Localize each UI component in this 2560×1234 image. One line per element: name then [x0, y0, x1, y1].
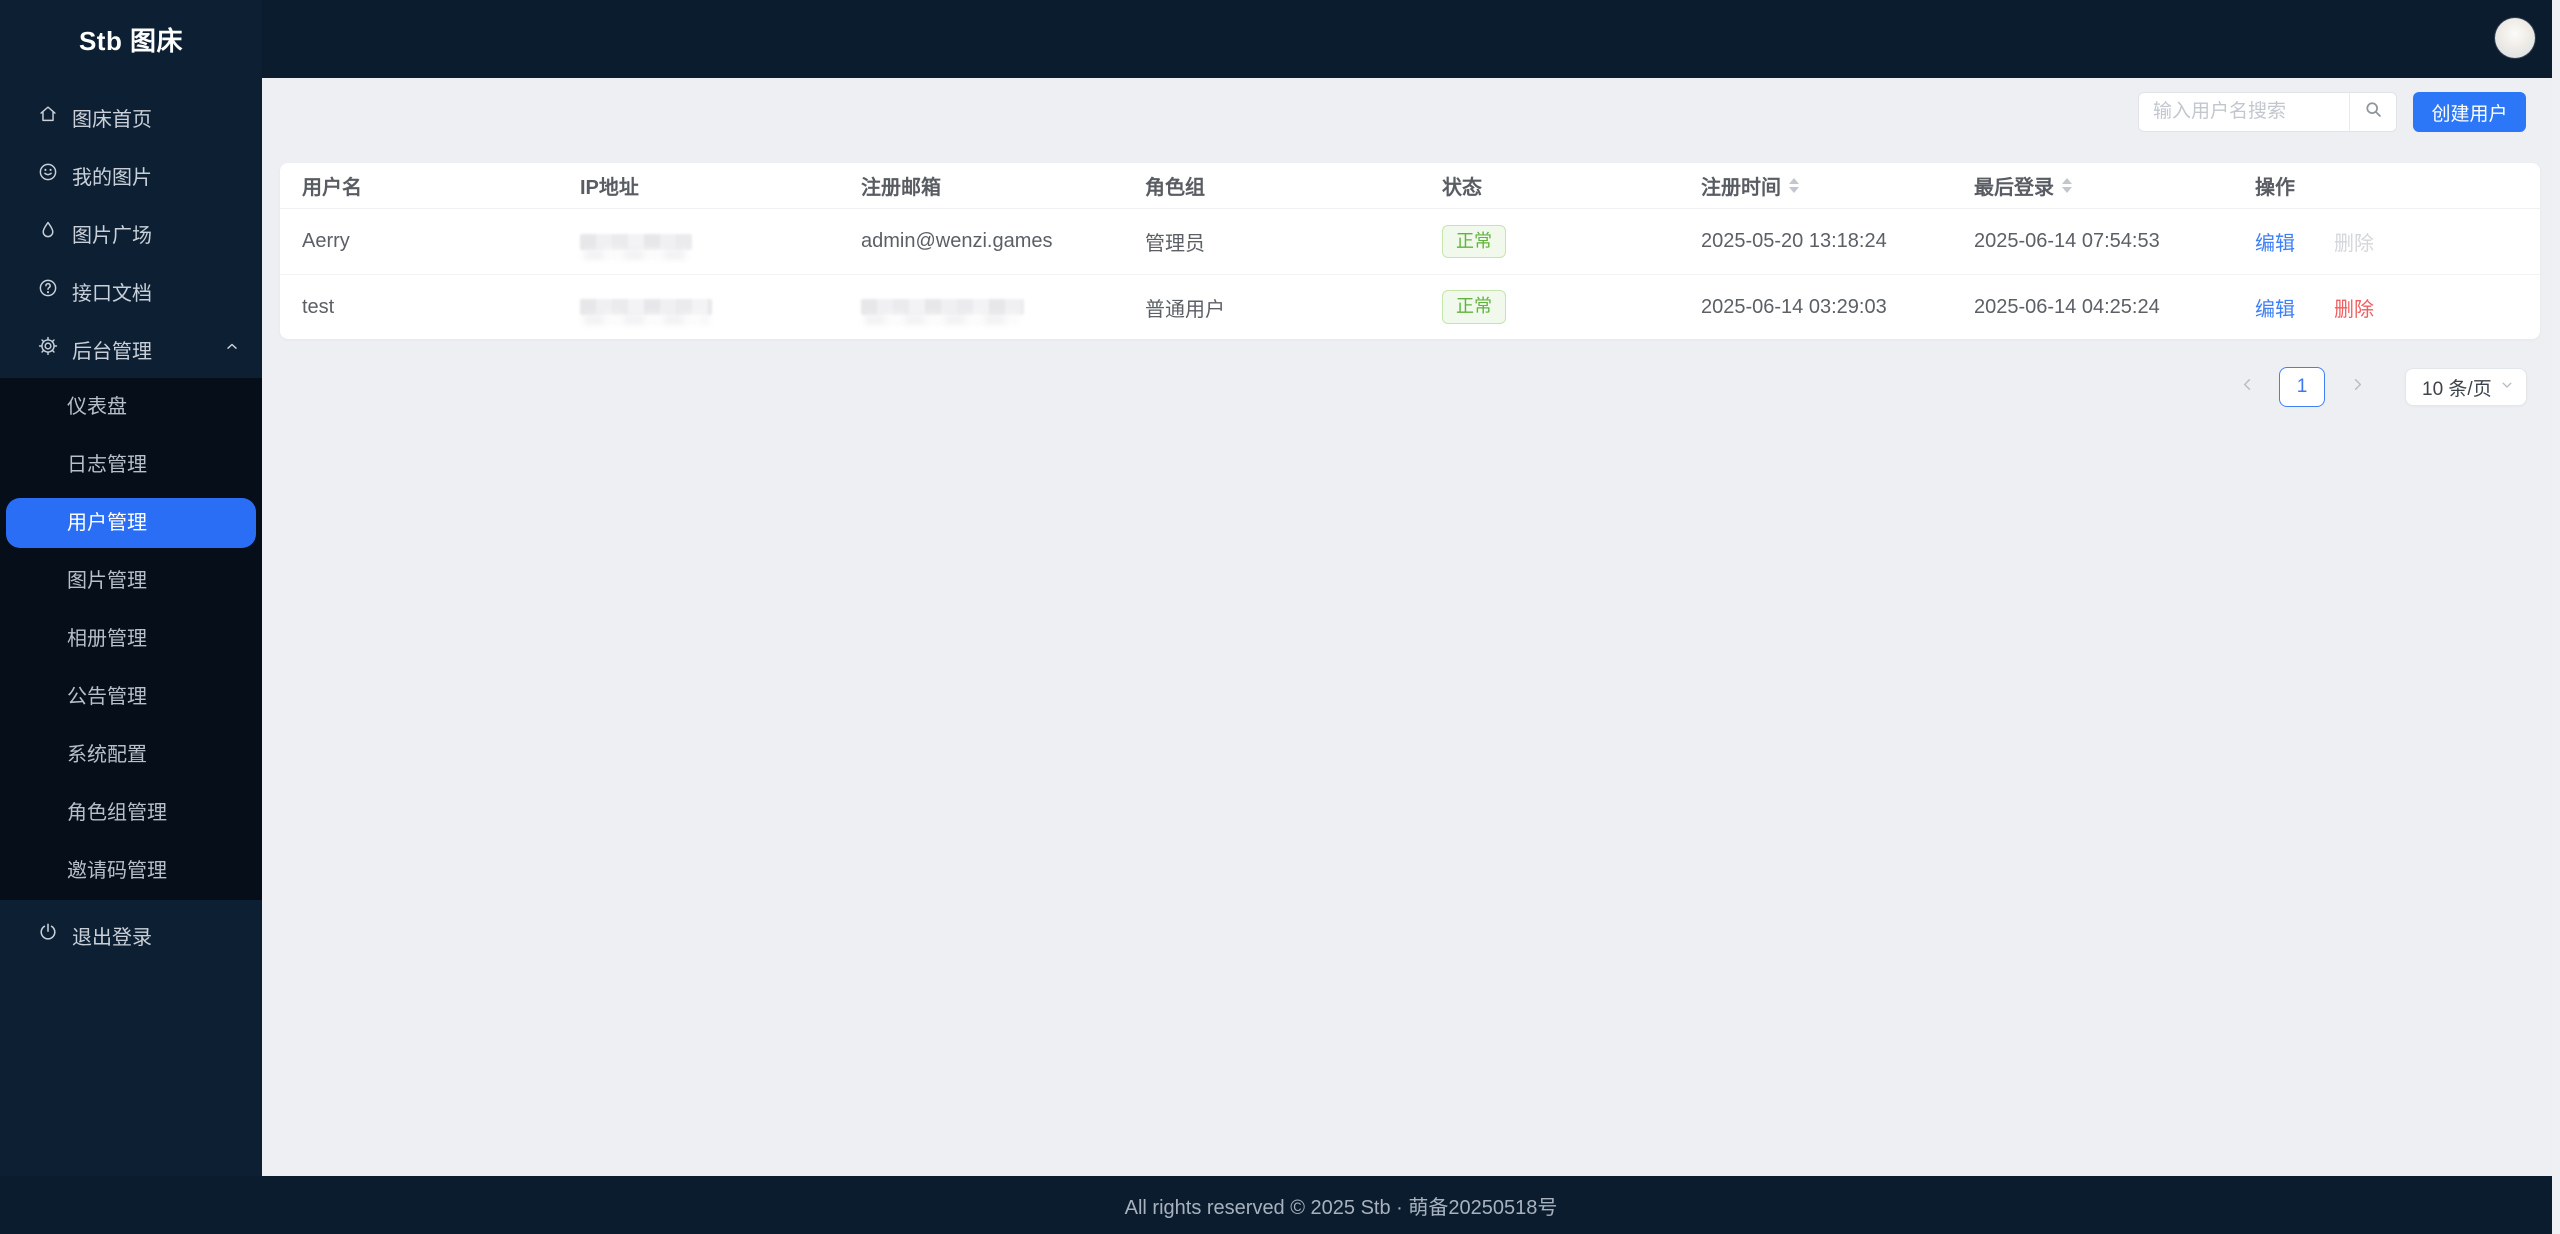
cell-registered: 2025-06-14 03:29:03	[1701, 295, 1887, 318]
delete-link[interactable]: 删除	[2334, 298, 2374, 321]
cell-email	[839, 299, 1123, 315]
submenu-item-logs[interactable]: 日志管理	[67, 454, 147, 476]
col-header-actions: 操作	[2255, 177, 2295, 199]
edit-link[interactable]: 编辑	[2255, 298, 2295, 321]
redacted-email-block	[861, 299, 1024, 315]
redacted-ip-block	[580, 299, 712, 315]
chevron-right-icon	[2350, 377, 2365, 397]
page-size-select[interactable]: 10 条/页	[2405, 368, 2527, 406]
sidebar-menu: 图床首页 我的图片 图片广场 接口文档	[0, 88, 262, 378]
pagination: 1 10 条/页	[2233, 367, 2527, 407]
question-icon	[37, 277, 59, 305]
sidebar-item-label: 图片广场	[72, 224, 152, 247]
sidebar-item-api-docs[interactable]: 接口文档	[0, 262, 262, 320]
sidebar-item-gallery[interactable]: 图片广场	[0, 204, 262, 262]
submenu-item-announcements[interactable]: 公告管理	[67, 686, 147, 708]
submenu-item-dashboard[interactable]: 仪表盘	[67, 396, 127, 418]
submenu-item-invite-codes[interactable]: 邀请码管理	[67, 860, 167, 882]
search-icon	[2363, 99, 2384, 125]
submenu-item-images[interactable]: 图片管理	[67, 570, 147, 592]
table-header-row: 用户名 IP地址 注册邮箱 角色组 状态 注册时间 最后登录 操作	[280, 163, 2540, 209]
prev-page-button[interactable]	[2233, 367, 2261, 407]
status-badge: 正常	[1442, 224, 1506, 259]
sort-icon[interactable]	[2062, 178, 2072, 193]
sort-icon[interactable]	[1789, 178, 1799, 193]
cell-username: test	[302, 295, 335, 318]
table-row: test 普通用户 正常 2025-06-14 03:29:03 2025-06…	[280, 274, 2540, 339]
admin-submenu: 仪表盘 日志管理 用户管理 图片管理 相册管理 公告管理 系统配置 角色组管理 …	[0, 378, 262, 900]
footer: All rights reserved © 2025 Stb · 萌备20250…	[0, 1176, 2552, 1234]
cell-actions: 编辑 删除	[2233, 227, 2540, 256]
sidebar-item-admin[interactable]: 后台管理	[0, 320, 262, 378]
page-number-button[interactable]: 1	[2279, 367, 2325, 407]
power-icon	[37, 921, 59, 949]
cell-registered: 2025-05-20 13:18:24	[1701, 230, 1887, 252]
user-search-group	[2138, 92, 2397, 132]
sidebar-item-label: 退出登录	[72, 926, 152, 949]
cell-ip	[558, 299, 839, 315]
droplet-icon	[37, 219, 59, 247]
gear-icon	[37, 335, 59, 363]
home-icon	[37, 103, 59, 131]
col-header-registered: 注册时间	[1679, 171, 1952, 200]
col-header-status: 状态	[1442, 177, 1482, 199]
chevron-left-icon	[2240, 377, 2255, 397]
cell-username: Aerry	[302, 230, 350, 252]
edit-link[interactable]: 编辑	[2255, 233, 2295, 255]
submenu-item-users[interactable]: 用户管理	[6, 498, 256, 548]
cell-email: admin@wenzi.games	[861, 230, 1053, 252]
cell-last-login: 2025-06-14 04:25:24	[1974, 295, 2160, 318]
col-header-label: 最后登录	[1974, 177, 2054, 199]
create-user-button[interactable]: 创建用户	[2413, 92, 2526, 132]
col-header-username: 用户名	[302, 177, 362, 199]
sidebar-item-label: 接口文档	[72, 282, 152, 305]
app-logo: Stb 图床	[78, 25, 184, 56]
sidebar-item-label: 图床首页	[72, 108, 152, 131]
table-row: Aerry admin@wenzi.games 管理员 正常 2025-05-2…	[280, 209, 2540, 274]
chevron-up-icon	[224, 338, 240, 361]
search-input[interactable]	[2139, 93, 2349, 131]
col-header-email: 注册邮箱	[861, 177, 941, 199]
col-header-role: 角色组	[1145, 177, 1205, 199]
topbar	[0, 0, 2560, 78]
sidebar-item-label: 我的图片	[72, 166, 152, 189]
scrollbar-track[interactable]	[2552, 0, 2560, 1234]
search-button[interactable]	[2349, 93, 2396, 131]
cell-status: 正常	[1420, 224, 1679, 259]
sidebar-item-label: 后台管理	[72, 340, 152, 363]
chevron-down-icon	[2500, 376, 2514, 398]
cell-ip	[558, 233, 839, 250]
col-header-label: 注册时间	[1701, 177, 1781, 199]
cell-status: 正常	[1420, 290, 1679, 324]
users-table-card: 用户名 IP地址 注册邮箱 角色组 状态 注册时间 最后登录 操作 Aerry …	[280, 163, 2540, 339]
cell-actions: 编辑 删除	[2233, 293, 2540, 322]
cell-role: 管理员	[1145, 233, 1205, 255]
col-header-last-login: 最后登录	[1952, 171, 2233, 200]
submenu-item-role-groups[interactable]: 角色组管理	[67, 802, 167, 824]
page-size-value: 10 条/页	[2422, 378, 2492, 400]
cell-role: 普通用户	[1145, 298, 1225, 321]
redacted-ip-block	[580, 233, 692, 250]
sidebar: Stb 图床 图床首页 我的图片 图片广场	[0, 0, 262, 1234]
sidebar-item-logout[interactable]: 退出登录	[0, 906, 262, 964]
col-header-ip: IP地址	[580, 177, 639, 199]
copyright-text: All rights reserved © 2025 Stb · 萌备20250…	[1124, 1196, 1558, 1219]
sidebar-item-my-images[interactable]: 我的图片	[0, 146, 262, 204]
status-badge: 正常	[1442, 290, 1506, 324]
delete-link: 删除	[2334, 233, 2374, 255]
cell-last-login: 2025-06-14 07:54:53	[1974, 230, 2160, 252]
user-avatar[interactable]	[2495, 18, 2535, 58]
next-page-button[interactable]	[2343, 367, 2371, 407]
submenu-item-albums[interactable]: 相册管理	[67, 628, 147, 650]
sidebar-item-home[interactable]: 图床首页	[0, 88, 262, 146]
smiley-icon	[37, 161, 59, 189]
submenu-item-system-config[interactable]: 系统配置	[67, 744, 147, 766]
main-content: 创建用户 用户名 IP地址 注册邮箱 角色组 状态 注册时间 最后登录 操作	[262, 78, 2560, 1176]
